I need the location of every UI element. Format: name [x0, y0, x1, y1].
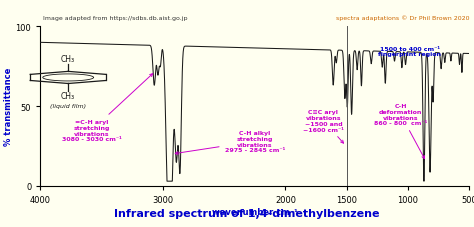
Text: C-H
deformation
vibrations
860 - 800  cm⁻¹: C-H deformation vibrations 860 - 800 cm⁻… — [374, 104, 428, 159]
Text: CH₃: CH₃ — [61, 55, 75, 64]
Text: C-H alkyl
stretching
vibrations
2975 - 2845 cm⁻¹: C-H alkyl stretching vibrations 2975 - 2… — [175, 131, 285, 155]
Text: =C-H aryl
stretching
vibrations
3080 - 3030 cm⁻¹: =C-H aryl stretching vibrations 3080 - 3… — [62, 74, 153, 142]
Text: 1500 to 400 cm⁻¹
fingerprint region: 1500 to 400 cm⁻¹ fingerprint region — [378, 46, 441, 57]
Text: Image adapted from https://sdbs.db.aist.go.jp: Image adapted from https://sdbs.db.aist.… — [43, 15, 187, 20]
Text: CH₃: CH₃ — [61, 92, 75, 101]
Text: (liquid film): (liquid film) — [50, 103, 86, 108]
Y-axis label: % transmittance: % transmittance — [4, 68, 13, 146]
X-axis label: wavenumber cm⁻¹: wavenumber cm⁻¹ — [212, 207, 298, 216]
Text: C≡C aryl
vibrations
~1500 and
~1600 cm⁻¹: C≡C aryl vibrations ~1500 and ~1600 cm⁻¹ — [303, 110, 344, 143]
Text: spectra adaptations © Dr Phil Brown 2020: spectra adaptations © Dr Phil Brown 2020 — [336, 15, 469, 20]
Text: Infrared spectrum of 1,4-dimethylbenzene: Infrared spectrum of 1,4-dimethylbenzene — [114, 208, 379, 218]
